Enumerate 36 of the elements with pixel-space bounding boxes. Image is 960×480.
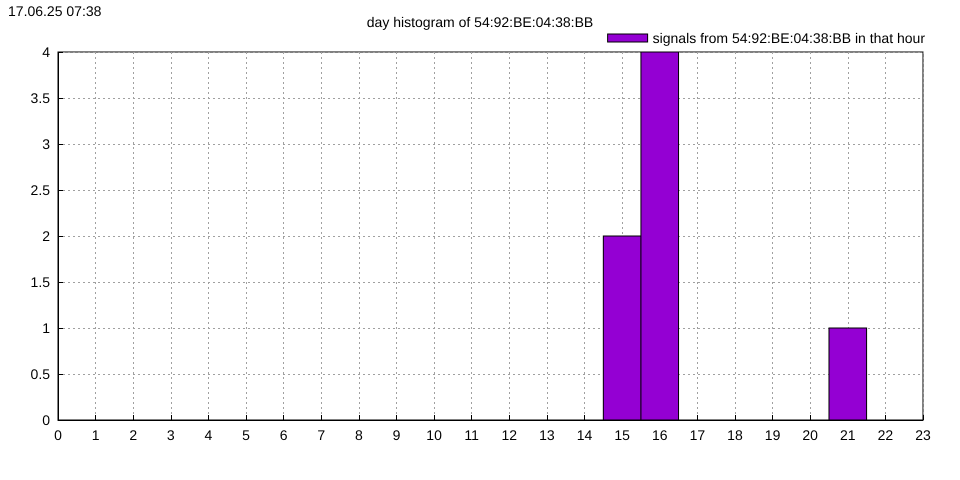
x-tick-label: 9 [392, 427, 401, 443]
x-tick-label: 7 [317, 427, 326, 443]
x-tick-label: 13 [539, 427, 555, 443]
y-tick-label: 2 [42, 228, 50, 244]
x-tick-label: 18 [727, 427, 743, 443]
x-tick-label: 2 [129, 427, 138, 443]
legend-label: signals from 54:92:BE:04:38:BB in that hour [652, 30, 926, 46]
y-tick-label: 1 [42, 320, 50, 336]
x-tick-label: 19 [764, 427, 781, 443]
x-tick-label: 20 [802, 427, 818, 443]
x-tick-label: 17 [690, 427, 706, 443]
x-tick-label: 22 [878, 427, 894, 443]
x-tick-label: 10 [426, 427, 442, 443]
y-tick-label: 0.5 [30, 366, 50, 382]
chart-title: day histogram of 54:92:BE:04:38:BB [366, 14, 594, 30]
x-tick-label: 5 [242, 427, 250, 443]
y-tick-label: 0 [42, 412, 50, 428]
y-tick-label: 3 [42, 136, 50, 152]
x-tick-label: 3 [166, 427, 175, 443]
x-tick-label: 21 [840, 427, 856, 443]
y-tick-label: 3.5 [30, 90, 50, 106]
x-tick-label: 8 [354, 427, 363, 443]
x-tick-label: 4 [204, 427, 213, 443]
y-tick-label: 2.5 [30, 182, 50, 198]
x-tick-label: 15 [614, 427, 630, 443]
x-tick-label: 1 [92, 427, 100, 443]
text: 17.06.25 07:38 [8, 3, 102, 19]
y-tick-label: 1.5 [30, 274, 50, 290]
y-tick-label: 4 [42, 44, 50, 60]
x-tick-label: 23 [915, 427, 931, 443]
x-tick-label: 6 [280, 427, 288, 443]
x-tick-label: 11 [464, 427, 480, 443]
x-tick-label: 12 [502, 427, 518, 443]
x-tick-label: 0 [54, 427, 62, 443]
x-tick-label: 14 [576, 427, 593, 443]
x-tick-label: 16 [652, 427, 668, 443]
